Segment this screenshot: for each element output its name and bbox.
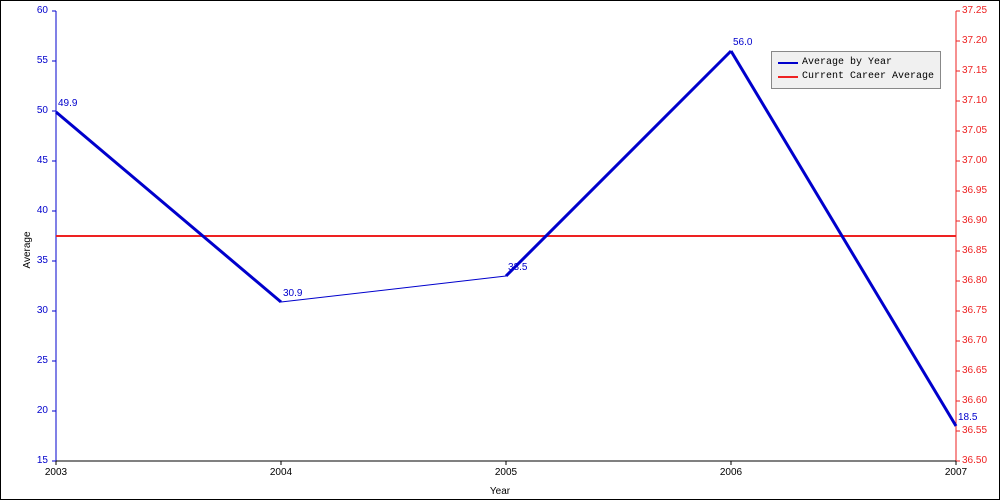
y-left-tick: 25	[37, 355, 48, 366]
data-point-label: 30.9	[283, 288, 302, 299]
y-left-tick: 35	[37, 255, 48, 266]
legend-swatch	[778, 62, 798, 64]
y-left-tick: 20	[37, 405, 48, 416]
legend-label: Average by Year	[802, 56, 892, 70]
y-right-tick: 36.50	[962, 455, 987, 466]
x-tick: 2004	[261, 467, 301, 478]
data-point-label: 33.5	[508, 262, 527, 273]
y-right-tick: 37.10	[962, 95, 987, 106]
x-tick: 2006	[711, 467, 751, 478]
y-right-tick: 36.90	[962, 215, 987, 226]
y-right-tick: 36.60	[962, 395, 987, 406]
y-right-tick: 36.95	[962, 185, 987, 196]
y-right-tick: 36.75	[962, 305, 987, 316]
y-right-tick: 36.65	[962, 365, 987, 376]
y-right-tick: 37.20	[962, 35, 987, 46]
y-axis-left-label: Average	[22, 231, 33, 268]
x-tick: 2003	[36, 467, 76, 478]
x-tick: 2005	[486, 467, 526, 478]
y-left-tick: 55	[37, 55, 48, 66]
y-right-tick: 36.85	[962, 245, 987, 256]
x-axis-label: Year	[490, 486, 510, 497]
y-right-tick: 36.55	[962, 425, 987, 436]
y-right-tick: 36.80	[962, 275, 987, 286]
y-right-tick: 37.00	[962, 155, 987, 166]
y-right-tick: 37.15	[962, 65, 987, 76]
y-right-tick: 36.70	[962, 335, 987, 346]
legend-item: Current Career Average	[778, 70, 934, 84]
data-point-label: 18.5	[958, 412, 977, 423]
y-left-tick: 45	[37, 155, 48, 166]
legend-label: Current Career Average	[802, 70, 934, 84]
legend-swatch	[778, 76, 798, 78]
chart-container: Average Year 15 20 25 30 35 40 45 50 55 60 36.50 36…	[0, 0, 1000, 500]
y-left-tick: 40	[37, 205, 48, 216]
data-point-label: 49.9	[58, 98, 77, 109]
y-right-tick: 37.05	[962, 125, 987, 136]
y-right-tick: 37.25	[962, 5, 987, 16]
y-left-tick: 30	[37, 305, 48, 316]
y-left-tick: 50	[37, 105, 48, 116]
legend: Average by YearCurrent Career Average	[771, 51, 941, 89]
data-point-label: 56.0	[733, 37, 752, 48]
legend-item: Average by Year	[778, 56, 934, 70]
y-left-tick: 15	[37, 455, 48, 466]
x-tick: 2007	[936, 467, 976, 478]
y-left-tick: 60	[37, 5, 48, 16]
